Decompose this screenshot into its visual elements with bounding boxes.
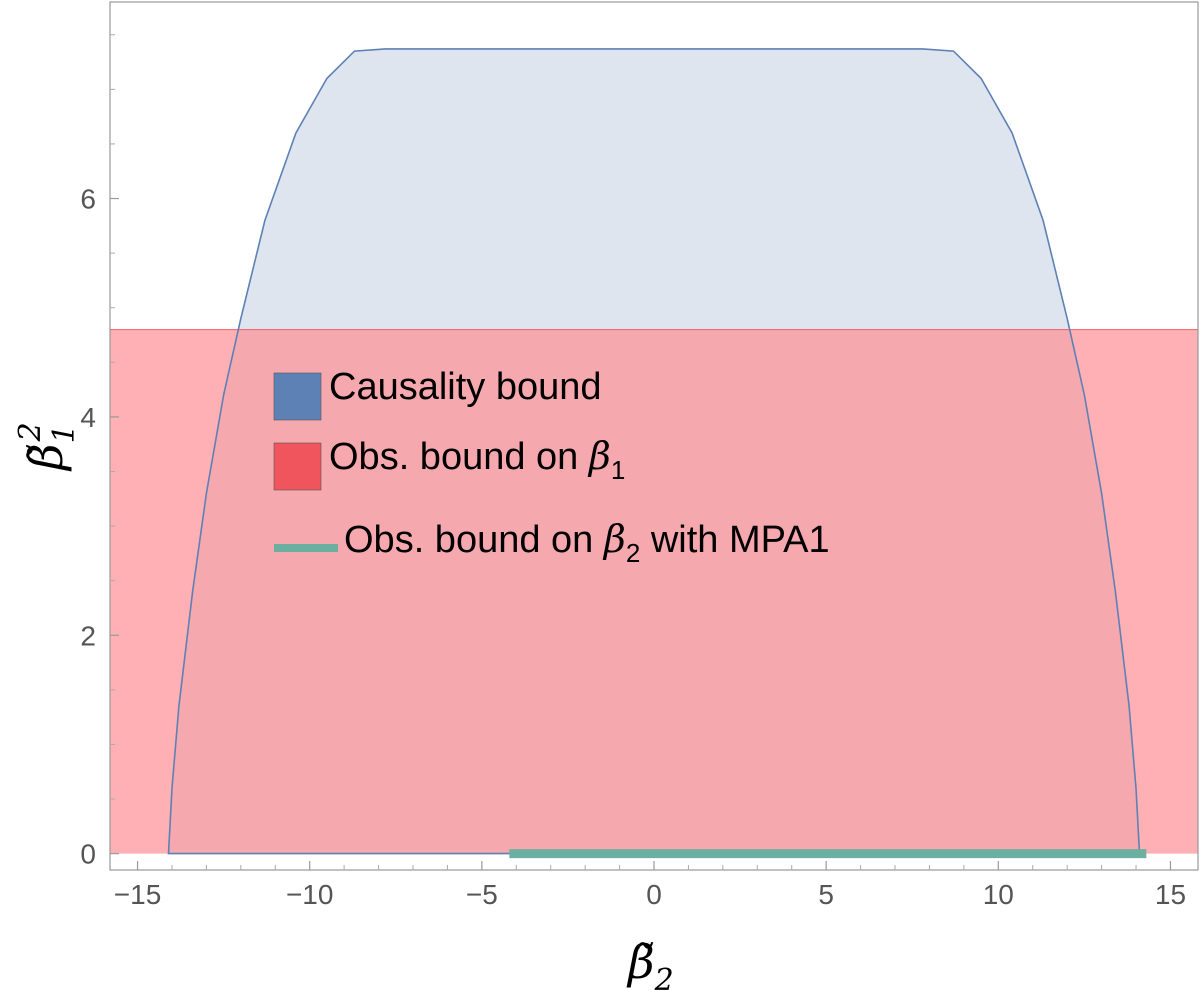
legend-swatch-2	[274, 544, 338, 552]
causality-boundary	[167, 48, 1141, 855]
legend: Causality bound Obs. bound on β1 Obs. boun…	[273, 366, 830, 568]
x-tick-label: −10	[286, 879, 334, 910]
legend-label-0: Causality bound	[329, 366, 602, 408]
y-tick-label: 4	[80, 402, 96, 433]
y-axis-label: β̃12	[13, 422, 82, 472]
y-tick-label: 0	[80, 839, 96, 870]
x-tick-label: 10	[983, 879, 1014, 910]
plot-area	[110, 48, 1198, 859]
x-tick-label: 15	[1155, 879, 1186, 910]
x-tick-label: 0	[646, 879, 662, 910]
obs-bound-beta1-band	[110, 329, 1198, 854]
x-tick-label: −5	[466, 879, 498, 910]
legend-label-1: Obs. bound on β1	[329, 434, 625, 485]
axes: −15 −10 −5 0 5 10 15 0 2 4 6	[80, 1, 1199, 910]
x-tick-label: −15	[114, 879, 162, 910]
legend-label-2: Obs. bound on β2 with MPA1	[344, 517, 830, 568]
x-axis-label: β̃2	[626, 935, 674, 990]
x-tick-label: 5	[818, 879, 834, 910]
y-tick-label: 6	[80, 184, 96, 215]
axis-labels: β̃2 β̃12	[13, 422, 674, 990]
legend-swatch-0	[273, 372, 322, 421]
legend-swatch-1	[273, 442, 322, 491]
y-tick-label: 2	[80, 620, 96, 651]
